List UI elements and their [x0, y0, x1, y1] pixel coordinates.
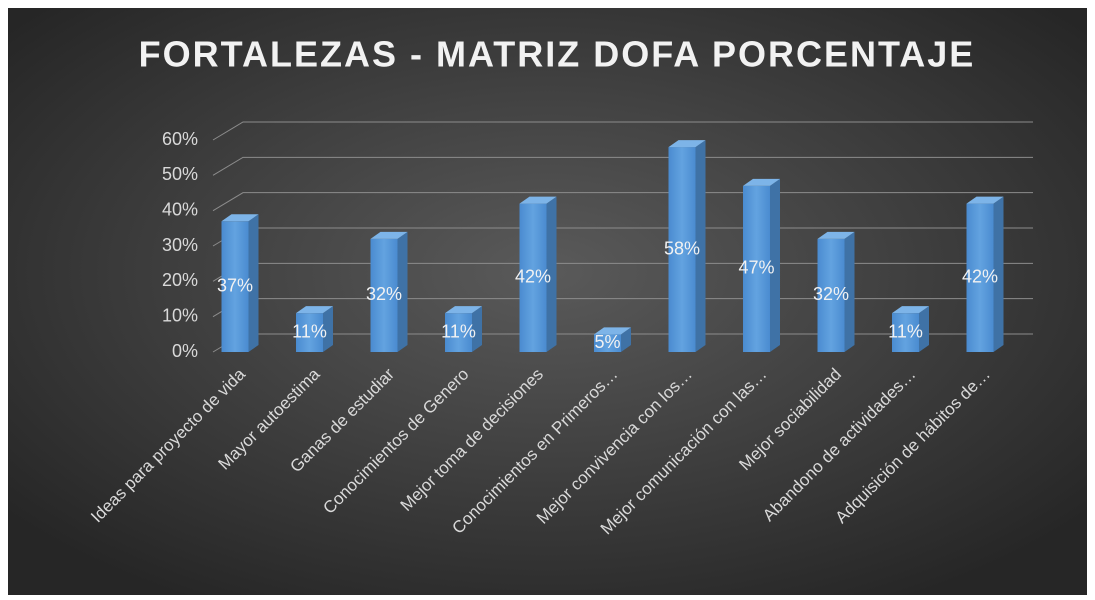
bar	[966, 196, 1004, 352]
data-label: 11%	[292, 321, 327, 341]
bar-side	[770, 178, 780, 352]
bar-top	[519, 196, 557, 204]
bar-side	[993, 196, 1004, 352]
data-label: 11%	[888, 321, 923, 341]
data-label: 58%	[664, 238, 700, 258]
bar-front	[668, 147, 696, 352]
bar-side	[546, 196, 557, 352]
bar-front	[892, 313, 919, 352]
bar-top	[892, 306, 929, 314]
y-tick-label: 10%	[162, 305, 198, 325]
y-tick-label: 30%	[162, 235, 198, 255]
bar-top	[370, 231, 408, 239]
grid-line	[212, 121, 1033, 141]
bar	[743, 178, 780, 352]
bar-front	[817, 238, 845, 352]
bar-side	[695, 140, 706, 352]
bar-side	[621, 327, 631, 352]
bar-side	[397, 231, 408, 352]
y-tick-label: 60%	[162, 129, 198, 149]
bar-front	[296, 313, 323, 352]
bar-side	[248, 214, 259, 352]
bar	[668, 140, 706, 352]
data-label: 47%	[738, 258, 774, 278]
bar-top	[668, 140, 706, 148]
data-label: 42%	[962, 267, 998, 287]
data-label: 11%	[441, 321, 476, 341]
y-tick-label: 50%	[162, 164, 198, 184]
bar-front	[221, 221, 249, 352]
bar	[445, 306, 482, 352]
bar	[817, 231, 855, 352]
y-tick-label: 0%	[172, 341, 198, 361]
bar	[594, 327, 631, 352]
bar-top	[296, 306, 333, 314]
grid-line	[212, 156, 1033, 176]
bar-front	[966, 203, 994, 352]
bar-top	[445, 306, 482, 314]
bar-front	[370, 238, 398, 352]
bar-top	[743, 178, 780, 186]
bar-front	[743, 185, 770, 352]
bar	[519, 196, 557, 352]
data-label: 32%	[813, 284, 849, 304]
bar-top	[221, 214, 259, 222]
bar-side	[323, 306, 333, 352]
bar-front	[519, 203, 547, 352]
bar	[296, 306, 333, 352]
bar	[370, 231, 408, 352]
bar-side	[844, 231, 855, 352]
data-label: 42%	[515, 267, 551, 287]
bar-top	[966, 196, 1004, 204]
data-label: 37%	[217, 275, 253, 295]
bar-side	[472, 306, 482, 352]
bar-front	[594, 334, 621, 352]
y-tick-label: 20%	[162, 270, 198, 290]
data-label: 5%	[594, 332, 620, 352]
bar-side	[919, 306, 929, 352]
bar-top	[594, 327, 631, 335]
bar-front	[445, 313, 472, 352]
bar	[892, 306, 929, 352]
bar	[221, 214, 259, 352]
y-tick-label: 40%	[162, 199, 198, 219]
chart-title: FORTALEZAS - MATRIZ DOFA PORCENTAJE	[139, 34, 976, 75]
bar-top	[817, 231, 855, 239]
data-label: 32%	[366, 284, 402, 304]
